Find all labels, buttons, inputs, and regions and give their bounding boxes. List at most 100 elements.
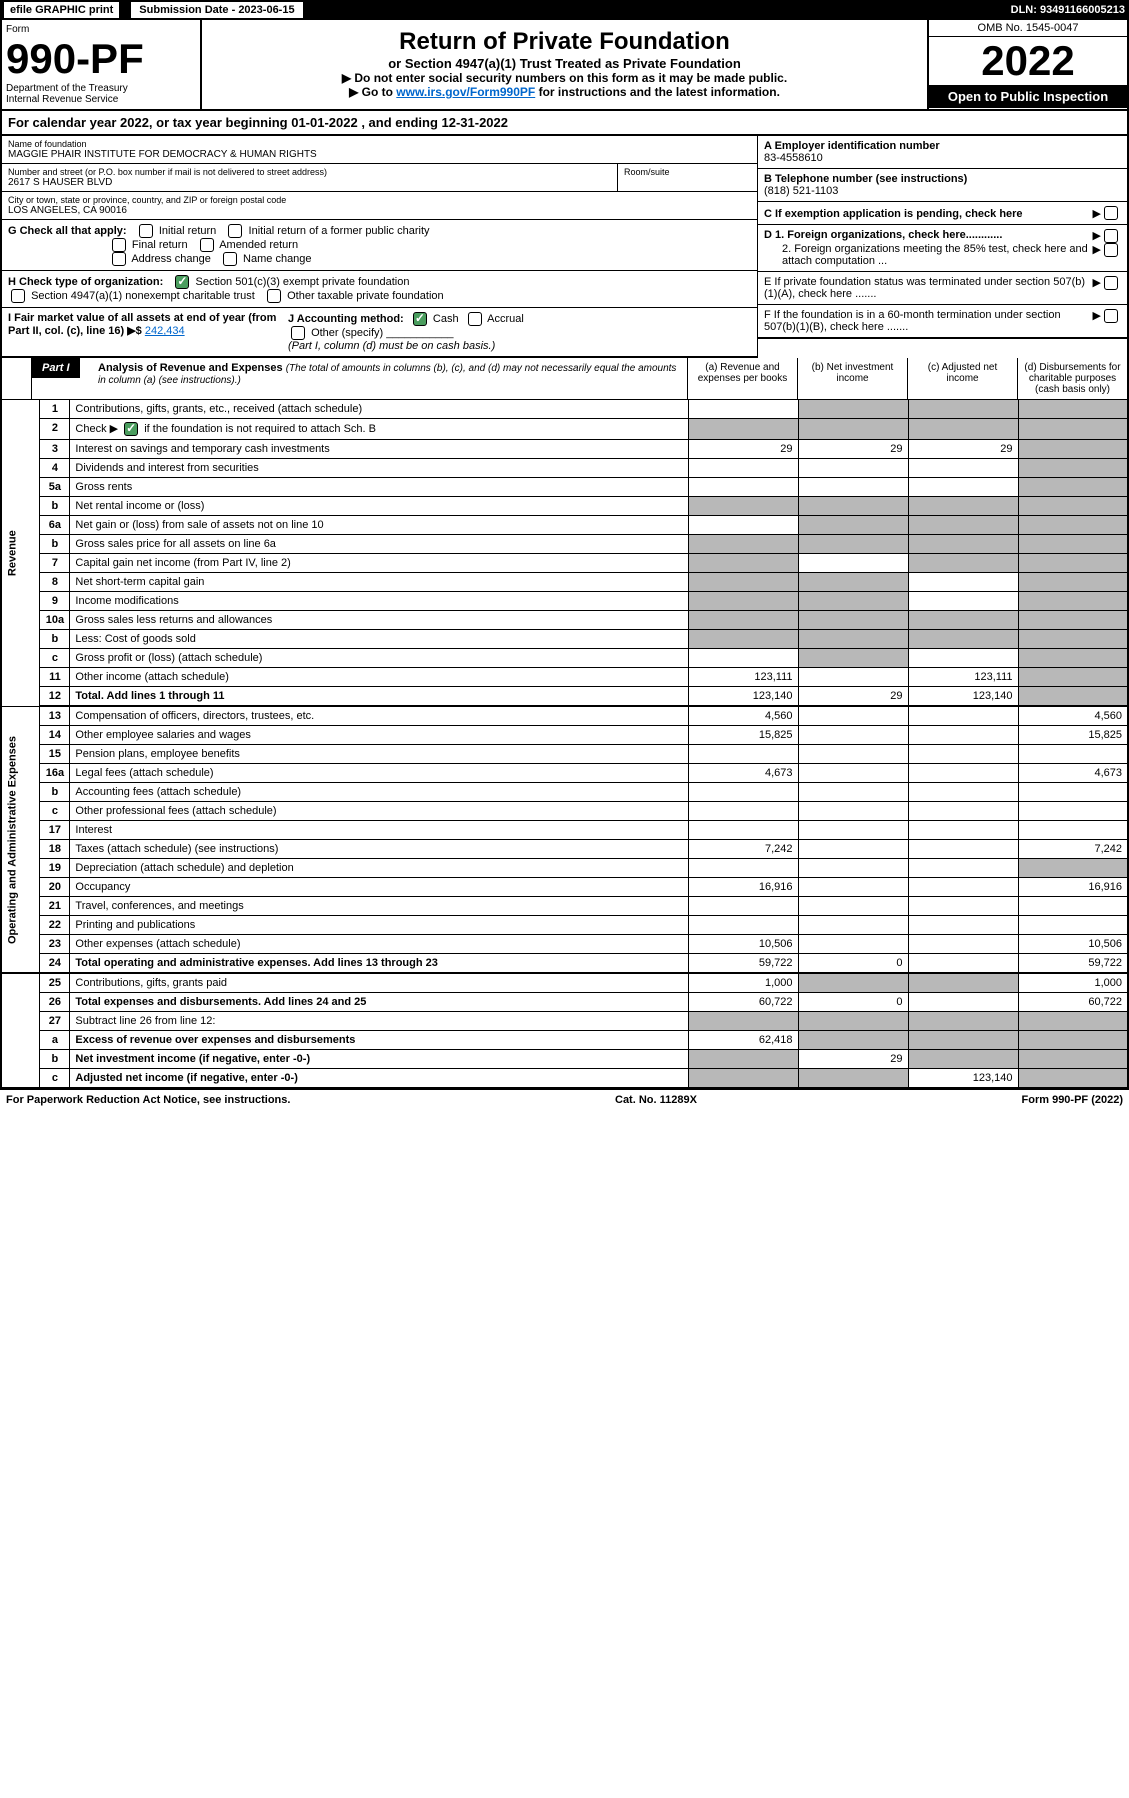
initial-former-checkbox[interactable] bbox=[228, 224, 242, 238]
row-16b: Accounting fees (attach schedule) bbox=[70, 783, 688, 802]
a-label: A Employer identification number bbox=[764, 140, 940, 152]
foundation-name: MAGGIE PHAIR INSTITUTE FOR DEMOCRACY & H… bbox=[8, 149, 751, 160]
r18-a: 7,242 bbox=[688, 840, 798, 859]
submission-date: Submission Date - 2023-06-15 bbox=[131, 2, 302, 18]
j-label: J Accounting method: bbox=[288, 313, 404, 325]
row-15: Pension plans, employee benefits bbox=[70, 745, 688, 764]
accrual-checkbox[interactable] bbox=[468, 312, 482, 326]
row-27c: Adjusted net income (if negative, enter … bbox=[75, 1072, 297, 1084]
form-title: Return of Private Foundation bbox=[206, 28, 923, 56]
row-24: Total operating and administrative expen… bbox=[75, 957, 437, 969]
row-6a: Net gain or (loss) from sale of assets n… bbox=[70, 516, 688, 535]
row-21: Travel, conferences, and meetings bbox=[70, 897, 688, 916]
other-taxable-checkbox[interactable] bbox=[267, 289, 281, 303]
i-label: I Fair market value of all assets at end… bbox=[8, 312, 276, 337]
row-18: Taxes (attach schedule) (see instruction… bbox=[70, 840, 688, 859]
row-13: Compensation of officers, directors, tru… bbox=[70, 706, 688, 726]
tax-year: 2022 bbox=[929, 37, 1127, 85]
501c3-checkbox[interactable] bbox=[175, 275, 189, 289]
r26-d: 60,722 bbox=[1018, 993, 1128, 1012]
r16a-d: 4,673 bbox=[1018, 764, 1128, 783]
r13-a: 4,560 bbox=[688, 706, 798, 726]
form990pf-link[interactable]: www.irs.gov/Form990PF bbox=[396, 85, 535, 99]
r27b-b: 29 bbox=[798, 1050, 908, 1069]
h-label: H Check type of organization: bbox=[8, 276, 163, 288]
row-7: Capital gain net income (from Part IV, l… bbox=[70, 554, 688, 573]
revenue-side-label: Revenue bbox=[1, 400, 40, 706]
r11-c: 123,111 bbox=[908, 668, 1018, 687]
row-6b: Gross sales price for all assets on line… bbox=[70, 535, 688, 554]
row-8: Net short-term capital gain bbox=[70, 573, 688, 592]
note-ssn: ▶ Do not enter social security numbers o… bbox=[206, 71, 923, 85]
row-27b: Net investment income (if negative, ente… bbox=[75, 1053, 310, 1065]
cash-checkbox[interactable] bbox=[413, 312, 427, 326]
name-change-checkbox[interactable] bbox=[223, 252, 237, 266]
e-checkbox[interactable] bbox=[1104, 276, 1118, 290]
f-checkbox[interactable] bbox=[1104, 309, 1118, 323]
initial-checkbox[interactable] bbox=[139, 224, 153, 238]
info-section: Name of foundation MAGGIE PHAIR INSTITUT… bbox=[0, 136, 1129, 358]
r16a-a: 4,673 bbox=[688, 764, 798, 783]
r26-b: 0 bbox=[798, 993, 908, 1012]
calendar-year: For calendar year 2022, or tax year begi… bbox=[0, 111, 1129, 136]
addr-label: Number and street (or P.O. box number if… bbox=[8, 167, 611, 177]
4947-checkbox[interactable] bbox=[11, 289, 25, 303]
row-19: Depreciation (attach schedule) and deple… bbox=[70, 859, 688, 878]
footer: For Paperwork Reduction Act Notice, see … bbox=[0, 1089, 1129, 1110]
col-b-head: (b) Net investment income bbox=[797, 358, 907, 399]
room-label: Room/suite bbox=[624, 167, 751, 177]
footer-right: Form 990-PF (2022) bbox=[1022, 1094, 1123, 1106]
row-9: Income modifications bbox=[70, 592, 688, 611]
other-method-checkbox[interactable] bbox=[291, 326, 305, 340]
top-bar: efile GRAPHIC print Submission Date - 20… bbox=[0, 0, 1129, 20]
g-label: G Check all that apply: bbox=[8, 225, 127, 237]
r23-d: 10,506 bbox=[1018, 935, 1128, 954]
r18-d: 7,242 bbox=[1018, 840, 1128, 859]
row-10c: Gross profit or (loss) (attach schedule) bbox=[70, 649, 688, 668]
address-change-checkbox[interactable] bbox=[112, 252, 126, 266]
dln: DLN: 93491166005213 bbox=[1011, 4, 1125, 16]
row-5b: Net rental income or (loss) bbox=[70, 497, 688, 516]
row-10a: Gross sales less returns and allowances bbox=[70, 611, 688, 630]
r13-d: 4,560 bbox=[1018, 706, 1128, 726]
f-label: F If the foundation is in a 60-month ter… bbox=[764, 309, 1093, 333]
g-row: G Check all that apply: Initial return I… bbox=[2, 220, 757, 271]
row-16a: Legal fees (attach schedule) bbox=[70, 764, 688, 783]
final-checkbox[interactable] bbox=[112, 238, 126, 252]
row-25: Contributions, gifts, grants paid bbox=[70, 973, 688, 993]
row-10b: Less: Cost of goods sold bbox=[70, 630, 688, 649]
fmv-value[interactable]: 242,434 bbox=[145, 325, 185, 337]
d2-label: 2. Foreign organizations meeting the 85%… bbox=[764, 243, 1093, 267]
r3-b: 29 bbox=[798, 440, 908, 459]
part1-title: Analysis of Revenue and Expenses bbox=[98, 362, 283, 374]
schb-checkbox[interactable] bbox=[124, 422, 138, 436]
r14-d: 15,825 bbox=[1018, 726, 1128, 745]
r20-d: 16,916 bbox=[1018, 878, 1128, 897]
expenses-side-label: Operating and Administrative Expenses bbox=[1, 706, 40, 973]
footer-left: For Paperwork Reduction Act Notice, see … bbox=[6, 1094, 290, 1106]
r3-c: 29 bbox=[908, 440, 1018, 459]
address: 2617 S HAUSER BLVD bbox=[8, 177, 611, 188]
row-22: Printing and publications bbox=[70, 916, 688, 935]
j-note: (Part I, column (d) must be on cash basi… bbox=[288, 340, 495, 352]
row-26: Total expenses and disbursements. Add li… bbox=[75, 996, 366, 1008]
h-row: H Check type of organization: Section 50… bbox=[2, 271, 757, 308]
city-label: City or town, state or province, country… bbox=[8, 195, 751, 205]
ein: 83-4558610 bbox=[764, 152, 823, 164]
r25-a: 1,000 bbox=[688, 973, 798, 993]
row-12: Total. Add lines 1 through 11 bbox=[75, 690, 224, 702]
row-17: Interest bbox=[70, 821, 688, 840]
r24-d: 59,722 bbox=[1018, 954, 1128, 974]
row-3: Interest on savings and temporary cash i… bbox=[70, 440, 688, 459]
b-label: B Telephone number (see instructions) bbox=[764, 173, 967, 185]
r20-a: 16,916 bbox=[688, 878, 798, 897]
form-number: 990-PF bbox=[6, 35, 196, 83]
amended-checkbox[interactable] bbox=[200, 238, 214, 252]
dept-label: Department of the Treasury bbox=[6, 83, 196, 94]
d2-checkbox[interactable] bbox=[1104, 243, 1118, 257]
row-4: Dividends and interest from securities bbox=[70, 459, 688, 478]
c-checkbox[interactable] bbox=[1104, 206, 1118, 220]
c-label: C If exemption application is pending, c… bbox=[764, 208, 1023, 220]
r24-b: 0 bbox=[798, 954, 908, 974]
d1-checkbox[interactable] bbox=[1104, 229, 1118, 243]
